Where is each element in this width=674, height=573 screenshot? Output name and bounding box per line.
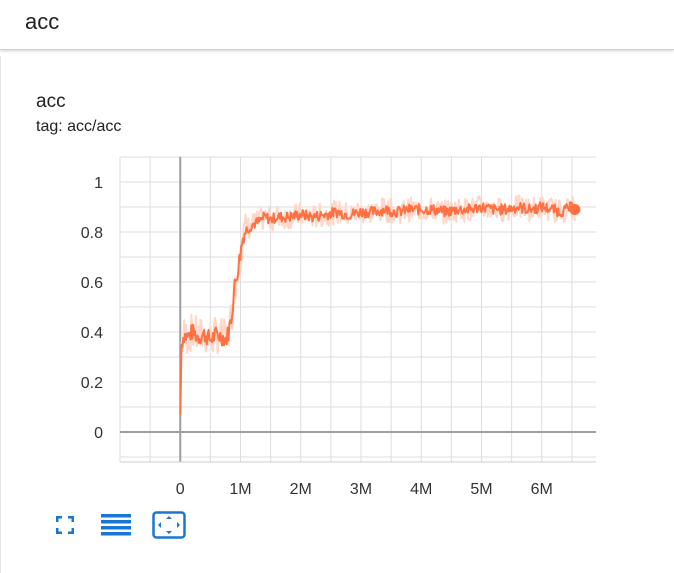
x-tick-label: 5M [470,481,492,498]
x-tick-label: 6M [531,481,553,498]
fit-domain-button[interactable] [152,508,186,542]
chart-axes [120,157,596,463]
x-tick-label: 1M [229,481,251,498]
top-header: acc [0,0,674,50]
x-tick-label: 4M [410,481,432,498]
y-tick-label: 0.2 [81,375,103,392]
y-tick-label: 0.8 [81,225,103,242]
fullscreen-button[interactable] [48,508,82,542]
fullscreen-icon [56,516,74,534]
card-title: acc [36,91,66,112]
y-tick-label: 0.6 [81,275,103,292]
card-tag: tag: acc/acc [36,118,122,135]
chart-card [0,56,674,573]
x-tick-label: 0 [176,481,185,498]
toggle-log-scale-button[interactable] [99,508,133,542]
chart-grid [119,156,596,462]
tick-labels: 0 1M 2M 3M 4M 5M 6M 0 0.2 0.4 0.6 0.8 1 [81,175,553,498]
header-title: acc [25,9,60,34]
y-tick-label: 0.4 [81,325,103,342]
series-line [179,201,581,415]
smoothed-series-line [179,201,576,415]
y-tick-label: 0 [94,425,103,442]
x-tick-label: 2M [290,481,312,498]
y-tick-label: 1 [94,175,103,192]
x-tick-label: 3M [350,481,372,498]
toggle-log-scale-icon [101,514,131,536]
series-end-point [569,204,581,215]
fit-domain-icon [152,511,186,539]
